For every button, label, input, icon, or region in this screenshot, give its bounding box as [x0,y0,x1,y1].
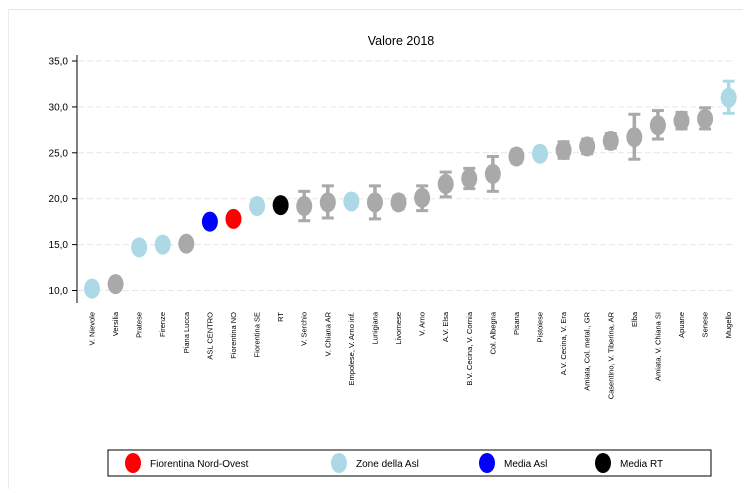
confidence-intervals [86,81,735,292]
data-point [320,192,336,212]
x-tick-label: Firenze [158,312,167,337]
x-tick-label: RT [276,312,285,322]
x-tick-label: Pisana [512,311,521,335]
x-tick-label: Fiorentina SE [253,312,262,357]
x-tick-label: A.V. Cecina, V. Era [559,311,568,375]
x-tick-label: V. Chiana AR [323,311,332,356]
legend-label: Zone della Asl [356,459,419,470]
x-tick-label: Amiata, V. Chiana SI [653,312,662,381]
x-tick-label: Empolese, V. Arno inf. [347,312,356,386]
legend-marker [595,453,611,473]
x-tick-label: Casentino, V. Tiberina, AR [606,311,615,399]
data-point [343,191,359,211]
y-tick-label: 15,0 [49,240,69,251]
legend-label: Media RT [620,459,663,470]
x-tick-label: Pistoiese [536,312,545,342]
x-tick-label: Versilia [111,311,120,336]
data-point [697,109,713,129]
data-point [249,196,265,216]
y-tick-label: 25,0 [49,148,69,159]
x-tick-label: Col. Albegna [488,311,497,354]
data-point [367,192,383,212]
x-tick-label: Amiata, Col. metal., GR [583,311,592,390]
x-tick-label: Livornese [394,312,403,345]
x-tick-label: A.V. Elsa [441,311,450,342]
data-point [721,88,737,108]
y-axis-ticks: 10,0 15,0 20,0 25,0 30,0 35,0 [49,57,77,298]
data-point [461,169,477,189]
data-point [438,174,454,194]
data-points [84,88,737,299]
data-point [108,274,124,294]
grid-lines [78,61,735,291]
x-tick-label: V. Serchio [300,312,309,346]
legend-marker [331,453,347,473]
data-point [532,144,548,164]
legend-label: Fiorentina Nord-Ovest [150,459,249,470]
y-tick-label: 35,0 [49,57,69,68]
chart-title: Valore 2018 [368,34,435,48]
data-point [84,279,100,299]
legend-label: Media Asl [504,459,547,470]
x-tick-label: B.V. Cecina, V. Cornia [465,311,474,385]
data-point [674,111,690,131]
y-tick-label: 30,0 [49,102,69,113]
data-point [131,237,147,257]
data-point [485,164,501,184]
data-point [155,235,171,255]
data-point [391,192,407,212]
legend: Fiorentina Nord-Ovest Zone della Asl Media… [108,450,711,476]
data-point [603,131,619,151]
x-tick-label: Pratese [135,312,144,338]
data-point [626,127,642,147]
x-tick-label: V. Arno [418,312,427,336]
x-tick-label: Fiorentina NO [229,312,238,359]
data-point [225,209,241,229]
x-tick-label: Piana Lucca [182,311,191,353]
y-tick-label: 10,0 [49,286,69,297]
data-point [273,195,289,215]
data-point [556,140,572,160]
data-point [650,115,666,135]
x-axis-labels: V. Nievole Versilia Pratese Firenze Piana Lu… [88,311,734,399]
data-point [202,212,218,232]
data-point [579,136,595,156]
x-tick-label: Lunigiana [370,311,379,344]
x-tick-label: ASL CENTRO [205,312,214,360]
x-tick-label: V. Nievole [88,312,97,346]
data-point [178,234,194,254]
data-point [414,188,430,208]
x-tick-label: Apuane [677,312,686,338]
legend-marker [125,453,141,473]
data-point [296,196,312,216]
data-point [508,146,524,166]
x-tick-label: Senese [701,312,710,337]
x-tick-label: Elba [630,311,639,327]
x-tick-label: Mugello [724,312,733,338]
legend-marker [479,453,495,473]
y-tick-label: 20,0 [49,194,69,205]
